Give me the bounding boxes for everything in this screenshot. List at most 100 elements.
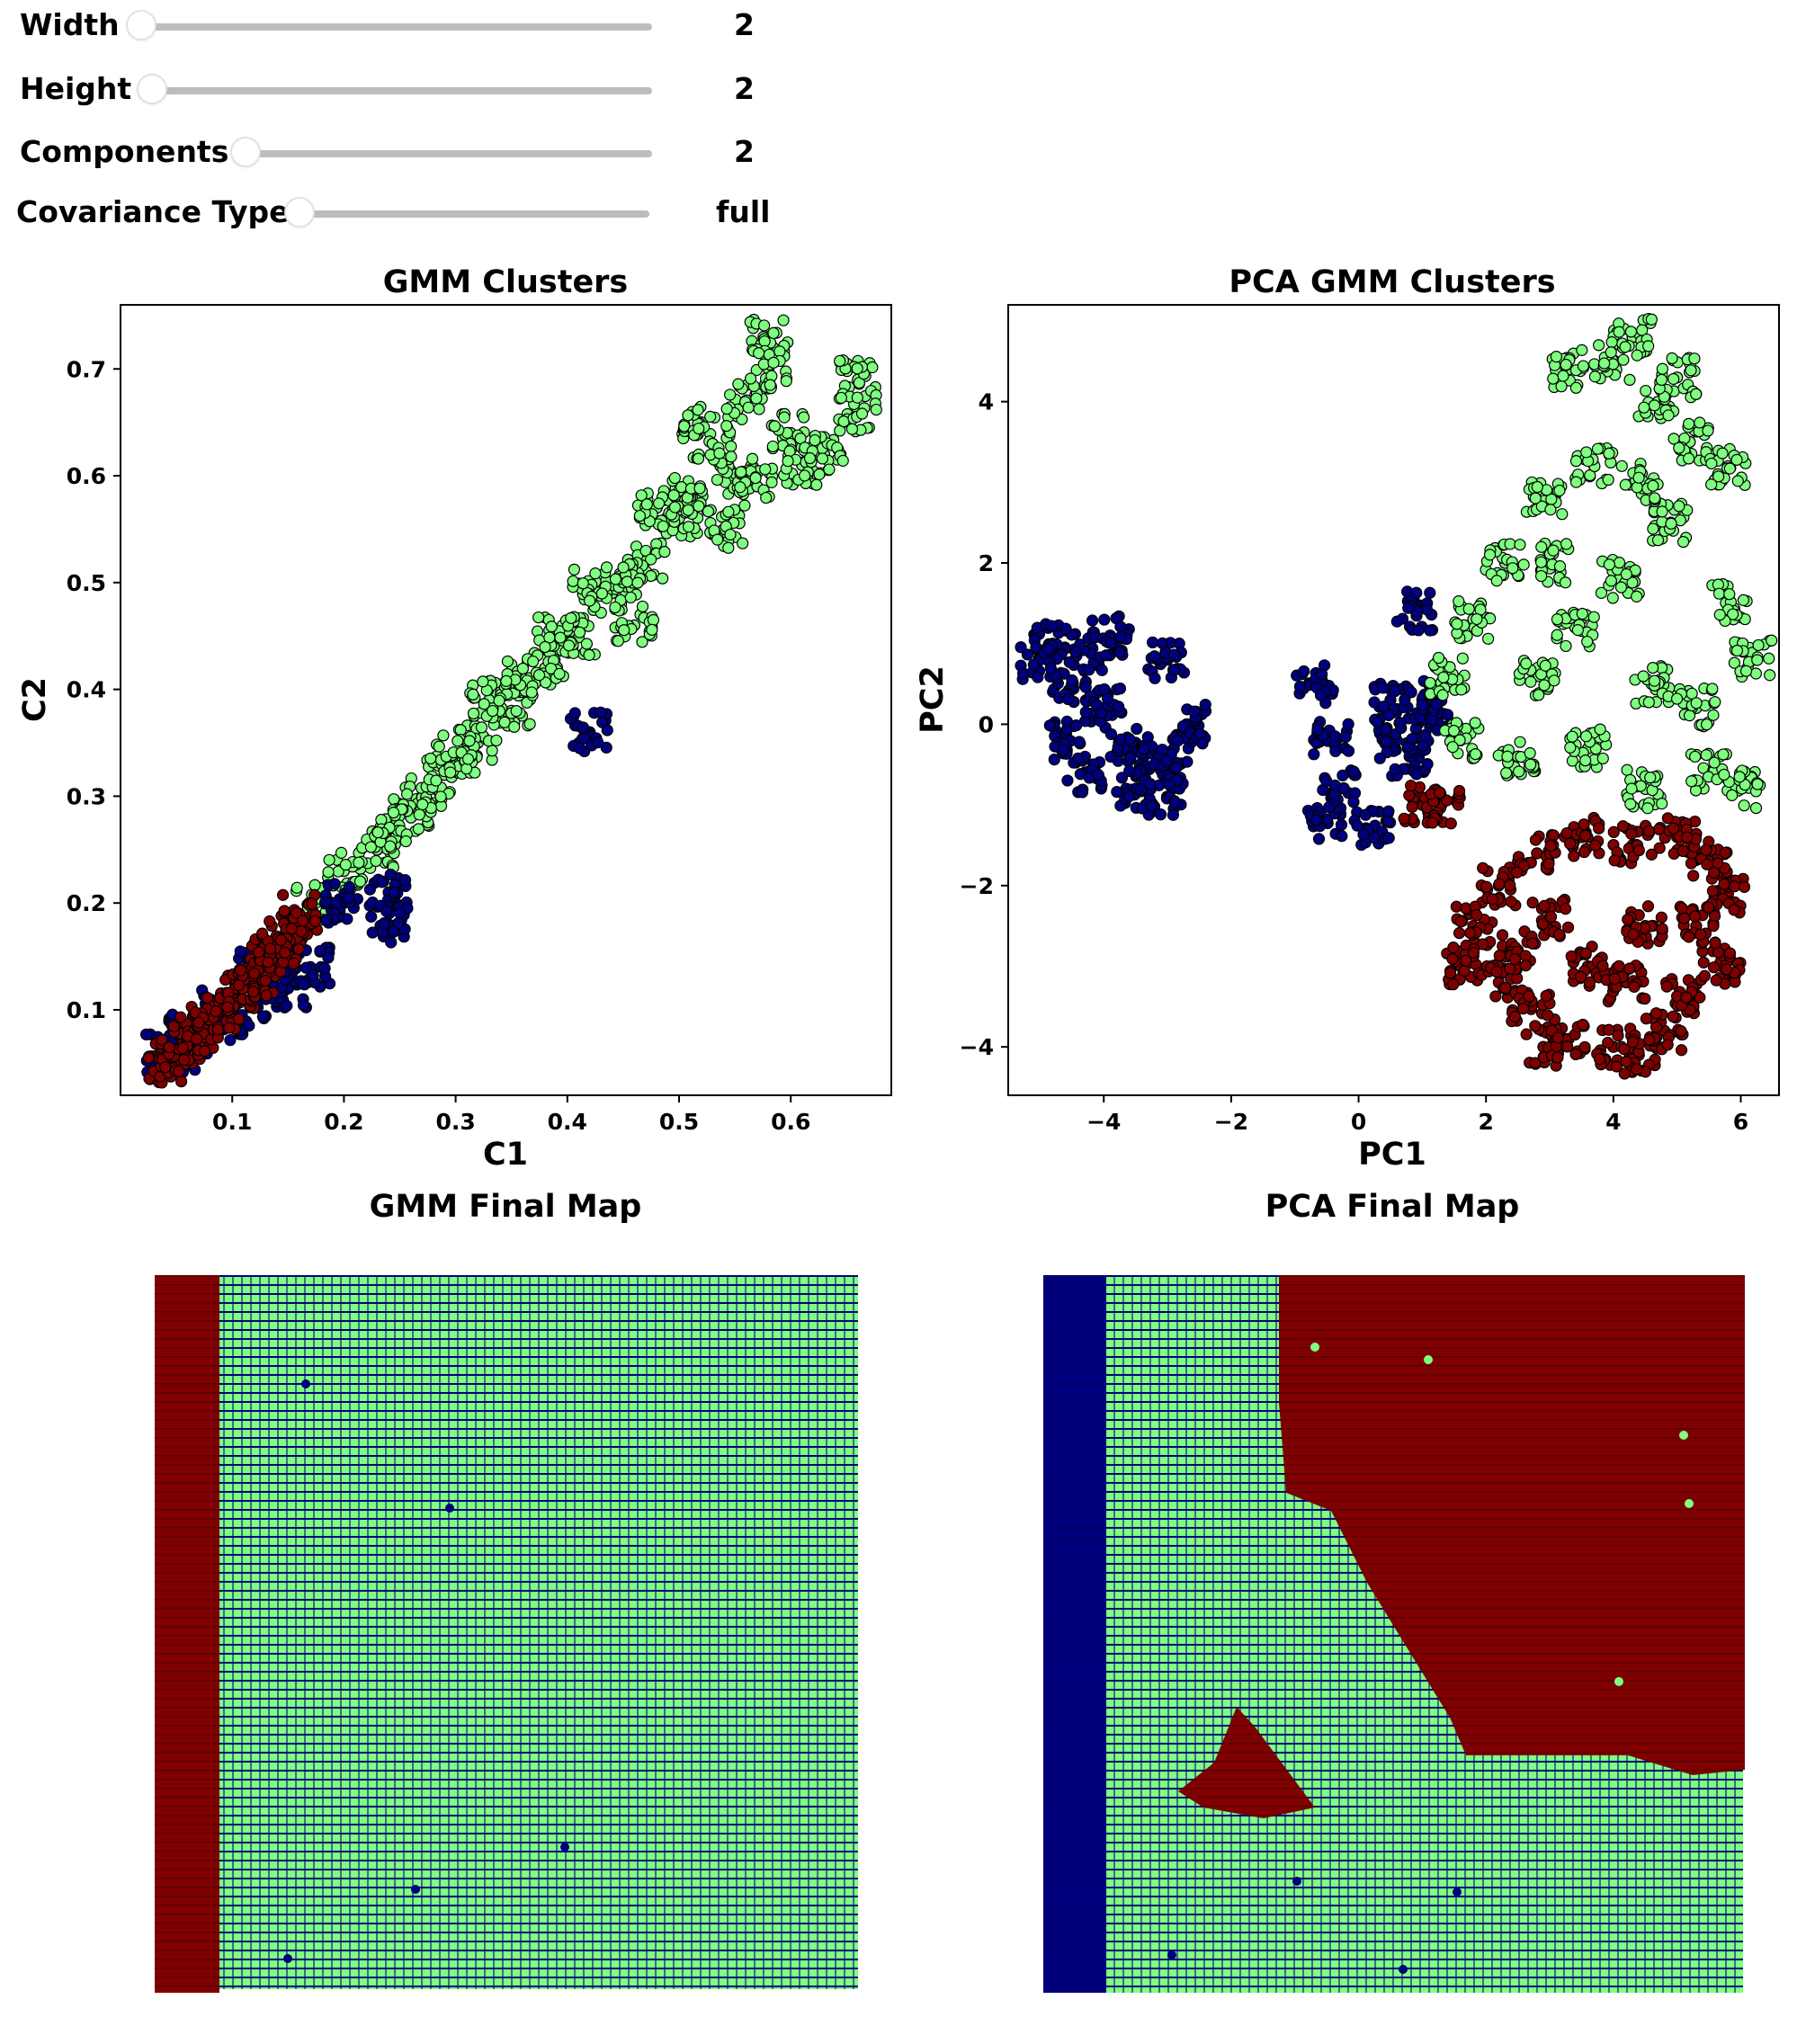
scatter-point — [279, 946, 291, 959]
scatter-point — [221, 1001, 234, 1013]
scatter-point — [724, 388, 737, 401]
scatter-point — [1589, 839, 1602, 852]
scatter-point — [444, 766, 457, 779]
scatter-point — [1508, 952, 1522, 966]
scatter-point — [1553, 560, 1567, 573]
scatter-point — [753, 347, 765, 360]
width-slider-handle[interactable] — [126, 10, 156, 40]
scatter-point — [1506, 562, 1519, 575]
covariance-slider-track[interactable] — [297, 210, 649, 218]
scatter-point — [1533, 689, 1545, 701]
scatter-point — [1587, 611, 1600, 623]
scatter-point — [667, 489, 680, 502]
scatter-point — [1683, 710, 1696, 722]
scatter-point — [609, 601, 621, 614]
scatter-point — [1111, 785, 1123, 799]
scatter-point — [1420, 603, 1434, 616]
components-slider-track[interactable] — [243, 150, 652, 157]
control-value: 2 — [734, 134, 755, 169]
scatter-point — [174, 1011, 187, 1023]
scatter-point — [1526, 897, 1539, 909]
scatter-point — [1618, 1043, 1631, 1056]
scatter-point — [583, 648, 595, 661]
scatter-point — [1707, 709, 1720, 721]
scatter-point — [1651, 534, 1665, 547]
scatter-point — [1637, 670, 1649, 683]
scatter-point — [323, 853, 335, 866]
scatter-point — [1095, 664, 1108, 676]
scatter-point — [1620, 567, 1632, 581]
scatter-point — [1623, 373, 1636, 387]
scatter-point — [1598, 357, 1611, 370]
scatter-point — [1131, 722, 1143, 736]
height-slider-track[interactable] — [146, 87, 652, 94]
y-tick-label: 0.7 — [67, 356, 106, 382]
scatter-point — [278, 905, 291, 917]
scatter-point — [1368, 831, 1381, 844]
scatter-point — [1645, 313, 1658, 326]
y-tick-label: 4 — [979, 389, 994, 415]
width-slider-track[interactable] — [135, 23, 652, 31]
scatter-point — [493, 694, 505, 707]
x-tick-label: 0.6 — [771, 1109, 810, 1135]
scatter-point — [780, 375, 792, 388]
scatter-point — [1751, 654, 1764, 666]
scatter-point — [1373, 752, 1386, 764]
scatter-point — [1569, 455, 1583, 468]
scatter-point — [713, 447, 726, 460]
scatter-point — [1642, 825, 1656, 837]
scatter-point — [1566, 730, 1578, 743]
y-tick-label: 0.1 — [67, 997, 106, 1023]
scatter-point — [704, 410, 717, 423]
scatter-point — [813, 468, 826, 481]
scatter-point — [1122, 790, 1135, 803]
scatter-point — [595, 587, 608, 600]
y-axis-label: PC2 — [915, 665, 951, 734]
scatter-point — [1551, 1031, 1564, 1044]
scatter-point — [1058, 744, 1070, 756]
scatter-point — [720, 419, 733, 433]
scatter-point — [1336, 830, 1348, 843]
scatter-point — [264, 915, 276, 928]
scatter-point — [1154, 808, 1167, 821]
scatter-point — [544, 662, 558, 675]
scatter-point — [1623, 962, 1636, 975]
scatter-point — [693, 422, 705, 435]
scatter-point — [1328, 730, 1341, 743]
scatter-point — [1434, 787, 1446, 799]
scatter-point — [328, 878, 341, 890]
scatter-point — [1394, 717, 1407, 729]
scatter-point — [692, 452, 705, 465]
scatter-point — [1489, 990, 1502, 1003]
scatter-point — [1571, 624, 1584, 637]
gmm-clusters-chart: GMM Clusters 0.1 0.2 0.3 0.4 0.5 0.6 0.1 0.2 0.… — [17, 264, 892, 1173]
scatter-point — [1688, 910, 1702, 923]
scatter-point — [292, 942, 305, 956]
scatter-point — [735, 466, 747, 478]
scatter-point — [430, 774, 443, 787]
scatter-point — [737, 537, 749, 549]
height-slider-handle[interactable] — [137, 74, 167, 104]
scatter-point — [1017, 667, 1030, 680]
scatter-point — [636, 636, 648, 648]
components-slider-handle[interactable] — [230, 137, 261, 167]
scatter-point — [1608, 972, 1621, 986]
scatter-point — [1156, 637, 1169, 649]
scatter-point — [1656, 923, 1668, 935]
scatter-point — [765, 476, 778, 488]
scatter-point — [314, 944, 326, 958]
scatter-point — [1504, 538, 1516, 550]
scatter-point — [567, 575, 579, 587]
scatter-point — [1382, 832, 1395, 844]
scatter-point — [1100, 649, 1113, 662]
scatter-point — [1676, 535, 1690, 549]
y-tick-label: −2 — [960, 873, 994, 899]
scatter-point — [1437, 671, 1450, 683]
scatter-point — [1661, 1039, 1674, 1051]
scatter-point — [1602, 473, 1614, 486]
scatter-point — [1382, 805, 1395, 817]
scatter-point — [1061, 774, 1074, 787]
scatter-point — [467, 707, 480, 720]
covariance-slider-handle[interactable] — [284, 197, 315, 228]
scatter-point — [1653, 842, 1666, 854]
